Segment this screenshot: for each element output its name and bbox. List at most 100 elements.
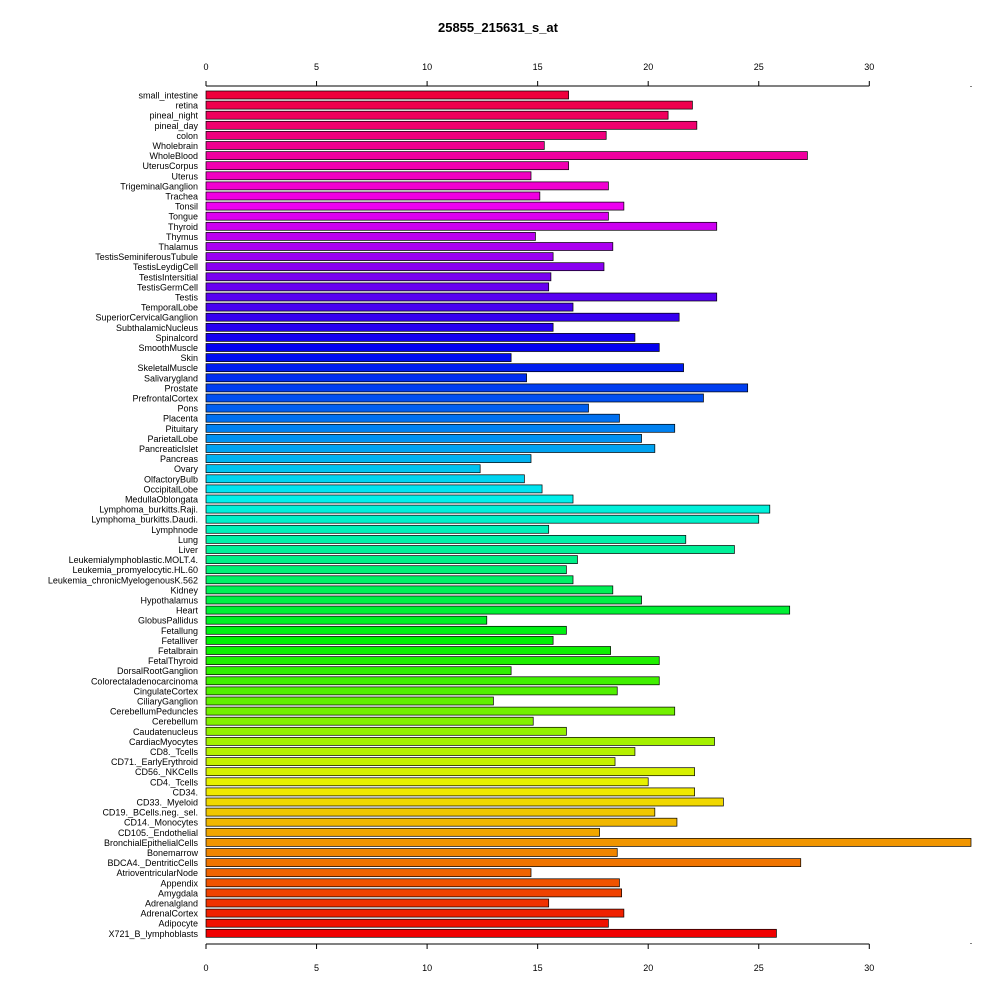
category-label: TestisSeminiferousTubule	[95, 252, 198, 262]
category-label: Kidney	[170, 585, 198, 595]
category-label: Colorectaladenocarcinoma	[91, 676, 198, 686]
category-label: small_intestine	[138, 91, 198, 101]
category-label: TemporalLobe	[141, 303, 198, 313]
category-label: CD19._BCells.neg._sel.	[102, 808, 198, 818]
top-tick-label: 0	[203, 62, 208, 72]
top-tick-label: 10	[422, 62, 432, 72]
bar	[205, 737, 715, 746]
category-label: Fetallung	[161, 626, 198, 636]
category-label: Lymphoma_burkitts.Raji.	[99, 505, 198, 515]
bar	[205, 151, 808, 160]
category-label: Fetalliver	[161, 636, 198, 646]
category-label: Caudatenucleus	[133, 727, 199, 737]
bar	[205, 353, 512, 362]
category-label: PrefrontalCortex	[132, 394, 198, 404]
bar	[205, 878, 620, 888]
category-label: SmoothMuscle	[138, 343, 198, 353]
category-label: OccipitalLobe	[143, 484, 198, 494]
category-label: Lung	[178, 535, 198, 545]
category-label: CD56._NKCells	[135, 767, 199, 777]
category-label: SkeletalMuscle	[137, 363, 198, 373]
category-label: TestisIntersitial	[139, 272, 198, 282]
bar	[205, 535, 687, 544]
bar	[205, 484, 543, 494]
bar	[205, 636, 554, 645]
category-label: CD8._Tcells	[150, 747, 199, 757]
category-label: Lymphoma_burkitts.Daudi.	[91, 515, 198, 525]
bottom-tick-label: 30	[864, 963, 874, 973]
category-label: BDCA4._DentriticCells	[107, 858, 198, 868]
bottom-tick-label: 0	[203, 963, 208, 973]
category-label: MedullaOblongata	[125, 495, 198, 505]
bar	[205, 585, 614, 595]
bar	[205, 605, 791, 615]
category-label: ParietalLobe	[147, 434, 198, 444]
bar	[205, 464, 481, 474]
bar	[205, 524, 550, 534]
category-label: Lymphnode	[151, 525, 198, 535]
category-label: SubthalamicNucleus	[116, 323, 199, 333]
category-label: CingulateCortex	[133, 686, 198, 696]
bar	[205, 343, 660, 352]
category-label: AtrioventricularNode	[116, 868, 198, 878]
category-label: Wholebrain	[152, 141, 198, 151]
bar	[205, 787, 695, 797]
bar	[205, 686, 618, 696]
bar	[205, 181, 609, 191]
category-label: Adrenalgland	[145, 899, 198, 909]
bar	[205, 444, 656, 453]
category-label: WholeBlood	[149, 151, 198, 161]
bar	[205, 545, 735, 554]
category-label: Thymus	[166, 232, 199, 242]
bar	[205, 221, 718, 231]
bar	[205, 615, 488, 625]
bar	[205, 474, 525, 484]
bar	[205, 565, 567, 575]
bar	[205, 666, 512, 676]
bottom-tick-label: 5	[314, 963, 319, 973]
bar	[205, 888, 623, 898]
category-label: CD4._Tcells	[150, 777, 199, 787]
category-label: TestisGermCell	[137, 282, 198, 292]
bar	[205, 575, 574, 585]
chart-title: 25855_215631_s_at	[83, 20, 1000, 35]
bottom-tick-label: 15	[533, 963, 543, 973]
category-label: UterusCorpus	[142, 161, 198, 171]
category-label: Salivarygland	[144, 373, 198, 383]
bar	[205, 928, 777, 938]
bar	[205, 494, 574, 504]
bar	[205, 403, 589, 413]
category-label: Placenta	[163, 414, 198, 424]
category-label: Pons	[177, 404, 198, 414]
bar	[205, 292, 718, 302]
category-label: colon	[176, 131, 198, 141]
bar	[205, 302, 574, 312]
bar	[205, 232, 536, 241]
category-label: Uterus	[171, 171, 198, 181]
category-label: Pituitary	[165, 424, 198, 434]
bar	[205, 333, 636, 342]
bar	[205, 413, 620, 423]
category-label: TrigeminalGanglion	[120, 181, 198, 191]
category-label: Spinalcord	[155, 333, 198, 343]
category-label: GlobusPallidus	[138, 616, 199, 626]
chart-title-text: 25855_215631_s_at	[437, 20, 558, 35]
category-label: Fetalbrain	[158, 646, 198, 656]
bar	[205, 747, 636, 756]
bar	[205, 858, 802, 867]
bar	[205, 908, 625, 918]
category-label: Bonemarrow	[147, 848, 199, 858]
bar	[205, 272, 552, 282]
category-label: Amygdala	[158, 888, 198, 898]
category-label: Prostate	[164, 383, 198, 393]
bar	[205, 100, 693, 110]
bar	[205, 757, 616, 766]
bar	[205, 706, 676, 716]
bar	[205, 120, 698, 130]
category-label: Tonsil	[175, 202, 198, 212]
bar	[205, 716, 534, 726]
bar	[205, 282, 550, 292]
bar	[205, 656, 660, 665]
category-label: CD33._Myeloid	[136, 798, 198, 808]
